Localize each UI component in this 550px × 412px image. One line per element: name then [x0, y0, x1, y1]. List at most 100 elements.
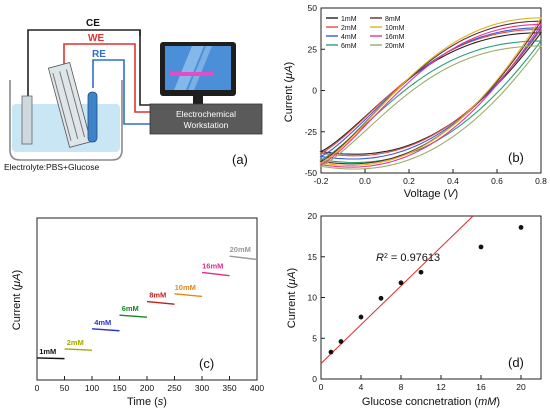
- panel-c: 1mM 2mM 4mM 6mM 8mM 10mM 16mM 20mM 0 50 100 150 200…: [11, 217, 264, 408]
- step-label-20mM: 20mM: [230, 245, 251, 254]
- data-point: [418, 269, 424, 275]
- panel-c-ylabel: Current (μA): [11, 270, 23, 330]
- panel-b-legend: 1mM 2mM 4mM 6mM 8mM 10mM 16mM 20mM: [326, 16, 405, 50]
- panel-d-xtick-label: 16: [476, 382, 486, 392]
- panel-b-axes: -0.2 0.0 0.2 0.4 0.6 0.8 -50 -25 0 25 50: [305, 3, 547, 186]
- panel-b-ytick-label: 0: [312, 86, 317, 96]
- data-point: [338, 339, 344, 344]
- step-8mM: [146, 300, 175, 305]
- panel-c-xtick-label: 300: [195, 383, 209, 393]
- working-electrode-strip: [47, 61, 92, 148]
- panel-d-xtick-label: 4: [359, 382, 364, 392]
- step-label-16mM: 16mM: [202, 261, 223, 270]
- step-label-8mM: 8mM: [149, 291, 166, 300]
- panel-d-ytick-label: 0: [312, 374, 317, 384]
- data-point: [358, 314, 364, 320]
- workstation-label-line1: Electrochemical: [176, 109, 236, 119]
- panel-d-axes: 0 4 8 12 16 20 0 5 10 15 20: [308, 211, 526, 392]
- panel-d-points: [328, 225, 524, 355]
- panel-c-steps: 1mM 2mM 4mM 6mM 8mM 10mM 16mM 20mM: [36, 245, 258, 360]
- step-label-4mM: 4mM: [94, 318, 111, 327]
- panel-b-curves: [319, 17, 543, 170]
- panel-d-ylabel: Current (μA): [286, 268, 298, 328]
- panel-d: 0 4 8 12 16 20 0 5 10 15 20 R2 = 0.97613 Current (…: [286, 211, 542, 408]
- step-label-1mM: 1mM: [39, 347, 56, 356]
- step-label-6mM: 6mM: [122, 304, 139, 313]
- data-point: [398, 280, 404, 286]
- ce-label: CE: [86, 18, 100, 29]
- data-point: [478, 244, 484, 250]
- step-16mM: [201, 271, 230, 277]
- cv-curve-10mM: [319, 17, 543, 166]
- panel-d-xtick-label: 8: [399, 382, 404, 392]
- data-point: [328, 349, 334, 355]
- panel-c-xtick-label: 200: [140, 383, 154, 393]
- panel-c-xtick-label: 400: [250, 383, 264, 393]
- step-label-10mM: 10mM: [175, 283, 196, 292]
- reference-electrode: [87, 91, 98, 143]
- we-label: WE: [88, 33, 104, 44]
- panel-c-xtick-label: 50: [60, 383, 70, 393]
- panel-c-xtick-label: 0: [35, 383, 40, 393]
- panel-b-xtick-label: 0.8: [535, 176, 547, 186]
- screen-glare: [174, 46, 204, 90]
- panel-c-label: (c): [199, 356, 214, 371]
- panel-d-fit: [320, 215, 474, 364]
- screen-bar: [170, 72, 214, 76]
- step-4mM: [91, 328, 120, 332]
- panel-a: CE WE RE Electrolyte:PBS+Glucose Electro…: [4, 18, 263, 172]
- step-2mM: [64, 348, 93, 351]
- panel-b-frame: [320, 7, 542, 174]
- panel-d-ytick-label: 15: [308, 252, 318, 262]
- re-wire: [92, 59, 150, 125]
- panel-d-xtick-label: 12: [436, 382, 446, 392]
- panel-b-ytick-label: 25: [308, 44, 318, 54]
- panel-b-xtick-label: 0.2: [403, 176, 415, 186]
- legend-label-16mM: 16mM: [385, 34, 405, 41]
- legend-label-4mM: 4mM: [341, 34, 357, 41]
- monitor-stand: [193, 96, 203, 104]
- linear-fit-line: [320, 215, 474, 364]
- cv-curve-20mM: [319, 45, 543, 170]
- workstation-box: [149, 103, 263, 135]
- panel-b-xtick-label: 0.6: [491, 176, 503, 186]
- legend-label-20mM: 20mM: [385, 43, 405, 50]
- panel-c-xlabel: Time (s): [127, 396, 167, 408]
- panel-c-xtick-label: 150: [112, 383, 126, 393]
- counter-electrode: [21, 95, 33, 145]
- r-squared-annotation: R2 = 0.97613: [376, 252, 440, 264]
- step-10mM: [174, 293, 203, 298]
- panel-d-ytick-label: 5: [312, 333, 317, 343]
- legend-label-8mM: 8mM: [385, 16, 401, 23]
- panel-d-xtick-label: 20: [516, 382, 526, 392]
- panel-d-label: (d): [508, 355, 524, 370]
- panel-b-ytick-label: -50: [305, 168, 318, 178]
- step-6mM: [119, 314, 148, 318]
- panel-a-label: (a): [232, 152, 248, 167]
- panel-b-ytick-label: -25: [305, 127, 318, 137]
- panel-b-xlabel: Voltage (V): [404, 188, 458, 200]
- beaker-icon: [9, 80, 123, 161]
- panel-d-xtick-label: 0: [319, 382, 324, 392]
- we-wire: [63, 43, 150, 113]
- step-20mM: [229, 255, 258, 261]
- step-label-2mM: 2mM: [67, 338, 84, 347]
- panel-d-ytick-label: 10: [308, 293, 318, 303]
- re-label: RE: [92, 49, 106, 60]
- cv-curve-2mM: [319, 28, 543, 157]
- cv-curve-16mM: [319, 23, 543, 168]
- legend-label-10mM: 10mM: [385, 25, 405, 32]
- workstation-label-line2: Workstation: [184, 120, 229, 130]
- data-point: [518, 225, 524, 230]
- panel-c-frame: [36, 217, 258, 381]
- legend-label-6mM: 6mM: [341, 43, 357, 50]
- panel-b: -0.2 0.0 0.2 0.4 0.6 0.8 -50 -25 0 25 50 1mM 2mM 4mM…: [283, 3, 547, 200]
- screen-glare-2: [188, 46, 212, 90]
- electrolyte-label: Electrolyte:PBS+Glucose: [4, 162, 99, 172]
- data-point: [378, 295, 384, 301]
- panel-c-xtick-label: 100: [85, 383, 99, 393]
- panel-c-xtick-label: 350: [222, 383, 236, 393]
- panel-b-ytick-label: 50: [308, 3, 318, 13]
- step-1mM: [36, 357, 65, 360]
